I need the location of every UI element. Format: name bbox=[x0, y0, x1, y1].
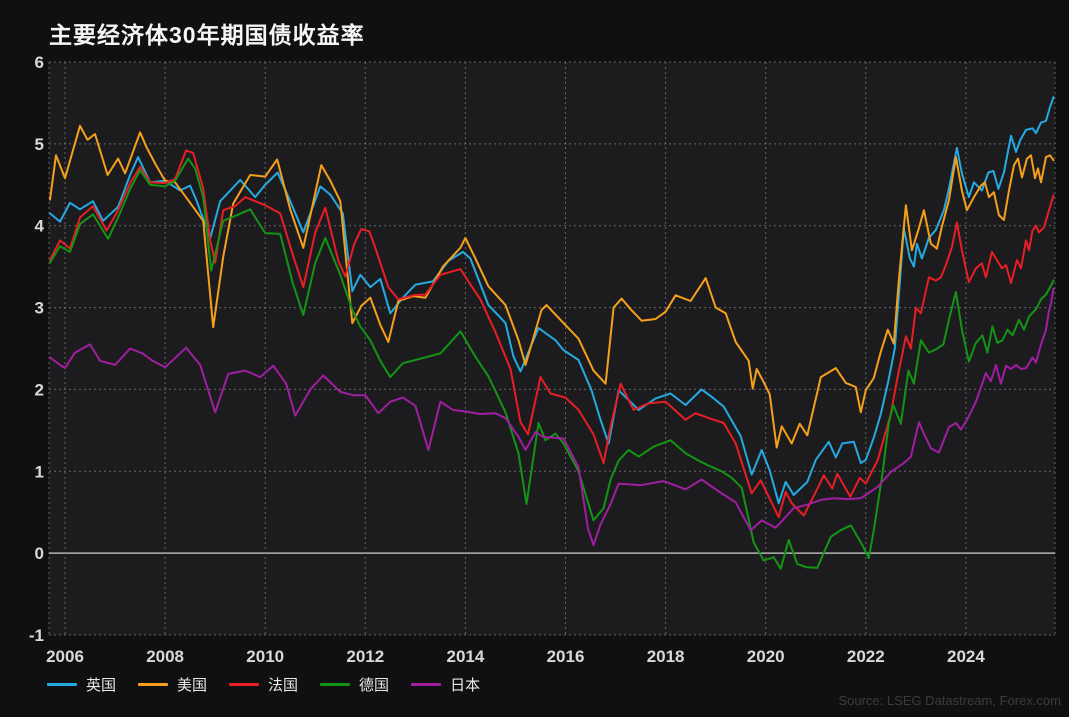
legend-item-0: 英国 bbox=[47, 674, 116, 695]
legend-item-4: 日本 bbox=[411, 674, 480, 695]
y-axis-label: 2 bbox=[35, 380, 44, 399]
y-axis-label: 1 bbox=[35, 462, 44, 481]
x-axis-label: 2006 bbox=[46, 647, 84, 666]
legend-item-1: 美国 bbox=[138, 674, 207, 695]
plot-area bbox=[49, 62, 1055, 635]
x-axis-label: 2008 bbox=[146, 647, 184, 666]
legend-item-2: 法国 bbox=[229, 674, 298, 695]
x-axis-label: 2020 bbox=[747, 647, 785, 666]
x-axis-label: 2012 bbox=[346, 647, 384, 666]
x-axis-label: 2022 bbox=[847, 647, 885, 666]
legend-label: 日本 bbox=[450, 677, 481, 694]
x-axis-label: 2016 bbox=[547, 647, 585, 666]
legend-label: 美国 bbox=[177, 677, 208, 694]
series-line-0 bbox=[49, 96, 1055, 505]
series-line-4 bbox=[49, 287, 1055, 546]
series-line-1 bbox=[49, 124, 1055, 449]
x-axis-label: 2018 bbox=[647, 647, 685, 666]
x-axis-label: 2010 bbox=[246, 647, 284, 666]
y-axis-label: 6 bbox=[35, 53, 44, 72]
chart-title: 主要经济体30年期国债收益率 bbox=[49, 22, 365, 48]
y-axis-label: -1 bbox=[29, 626, 44, 645]
legend-swatch-icon bbox=[320, 683, 351, 686]
series-line-3 bbox=[49, 157, 1055, 570]
x-axis-label: 2024 bbox=[947, 647, 985, 666]
y-axis-label: 0 bbox=[35, 544, 44, 563]
legend-swatch-icon bbox=[47, 683, 77, 686]
chart-legend: 英国 美国 法国 德国 日本 bbox=[47, 674, 480, 695]
legend-label: 英国 bbox=[86, 677, 117, 694]
y-axis-label: 3 bbox=[35, 299, 44, 318]
legend-swatch-icon bbox=[138, 683, 169, 686]
x-axis-label: 2014 bbox=[446, 647, 484, 666]
y-axis-label: 5 bbox=[35, 135, 44, 154]
series-line-2 bbox=[49, 149, 1055, 519]
legend-swatch-icon bbox=[229, 683, 260, 686]
legend-swatch-icon bbox=[411, 683, 442, 686]
legend-item-3: 德国 bbox=[320, 674, 389, 695]
source-attribution: Source: LSEG Datastream, Forex.com bbox=[838, 693, 1061, 708]
legend-label: 法国 bbox=[268, 677, 299, 694]
legend-label: 德国 bbox=[359, 677, 390, 694]
y-axis-label: 4 bbox=[35, 217, 45, 236]
